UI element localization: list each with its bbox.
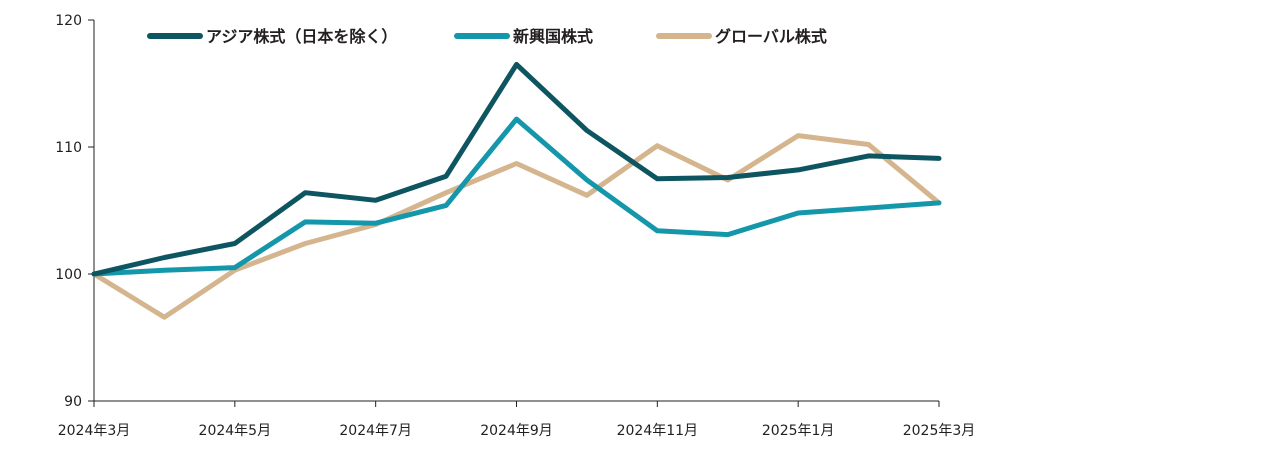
series-line-1 xyxy=(91,116,942,277)
x-tick-label: 2025年3月 xyxy=(903,423,976,439)
x-tick-label: 2024年5月 xyxy=(199,423,272,439)
x-tick-label: 2024年9月 xyxy=(480,423,553,439)
series-line-0 xyxy=(91,61,942,277)
y-tick-label: 120 xyxy=(55,13,82,29)
series-layer xyxy=(91,61,942,320)
x-tick-label: 2024年11月 xyxy=(617,423,698,439)
series-line-2 xyxy=(91,133,942,320)
legend-label-0: アジア株式（日本を除く） xyxy=(206,27,397,46)
y-tick-label: 110 xyxy=(55,140,82,156)
legend: アジア株式（日本を除く） 新興国株式 グローバル株式 xyxy=(147,27,827,46)
x-tick-label: 2025年1月 xyxy=(762,423,835,439)
axes: 90 100 110 120 2024年3月 2024年5月 2024年7月 2024年9月 2… xyxy=(55,13,975,439)
x-tick-label: 2024年7月 xyxy=(339,423,412,439)
y-tick-label: 100 xyxy=(55,267,82,283)
legend-label-1: 新興国株式 xyxy=(513,27,593,46)
legend-label-2: グローバル株式 xyxy=(715,27,827,46)
x-tick-label: 2024年3月 xyxy=(58,423,131,439)
y-tick-label: 90 xyxy=(64,394,82,410)
